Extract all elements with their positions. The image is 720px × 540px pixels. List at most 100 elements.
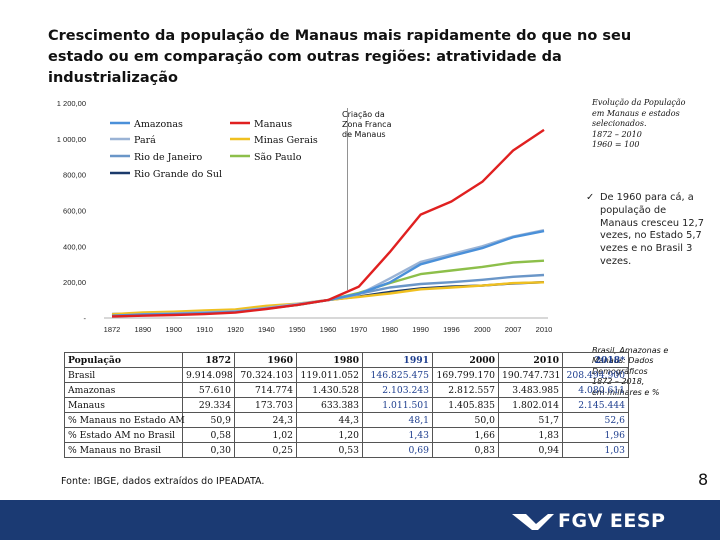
table-cell: 0,83 [432,442,499,458]
table-cell: 4.080.611 [562,382,629,398]
x-axis: 1872 1890 1900 1910 1920 1940 1950 1960 1970 1980… [104,325,553,334]
table-header-cell: 2000 [432,352,499,368]
table-cell: 44,3 [296,412,363,428]
creation-line: Zona Franca [342,120,392,129]
chart-series [111,128,545,318]
growth-bullet: ✓ De 1960 para cá, a população de Manaus… [586,192,706,269]
x-tick-label: 1960 [320,325,337,334]
chart-description-line: Evolução da População [592,98,686,107]
table-cell: 1.011.501 [362,397,433,413]
x-tick-label: 1950 [289,325,306,334]
y-axis: - 200,00 400,00 600,00 800,00 1 000,00 1 200,0… [57,99,87,323]
chart-description-line: em Manaus e estados [592,108,680,118]
series-line [111,229,545,318]
table-cell: 57.610 [182,382,235,398]
table-cell: 1,43 [362,427,433,443]
population-line-chart: - 200,00 400,00 600,00 800,00 1 000,00 1 200,0… [57,99,553,334]
x-tick-label: 1980 [381,325,398,334]
chart-description-line: 1872 – 2010 [592,129,642,139]
x-tick-label: 1990 [412,325,429,334]
table-cell: 2.103.243 [362,382,433,398]
table-cell: 9.914.098 [182,367,235,383]
series-line [111,259,545,318]
table-cell: 1.405.835 [432,397,499,413]
table-cell: 119.011.052 [296,367,363,383]
table-cell: 1,02 [234,427,297,443]
table-cell: % Estado AM no Brasil [64,427,183,443]
legend-label: Manaus [254,119,292,130]
fgv-logo-icon [512,514,554,530]
table-row: Manaus 29.334 173.703 633.383 1.011.501 1.405… [64,397,629,413]
table-row: Amazonas 57.610 714.774 1.430.528 2.103.243 2… [64,382,629,398]
series-line [111,281,545,316]
table-cell: Manaus [64,397,183,413]
y-tick-label: 200,00 [63,278,86,287]
table-header-cell: 1980 [296,352,363,368]
legend-label: Pará [134,135,156,146]
table-cell: 52,6 [562,412,629,428]
chart-description-line: selecionados. [592,119,647,129]
table-cell: 714.774 [234,382,297,398]
table-header-row: População 1872 1960 1980 1991 2000 2010 2018* [64,352,629,368]
creation-line: Criação da [342,110,385,119]
legend-label: São Paulo [254,152,302,163]
x-tick-label: 1940 [258,325,275,334]
table-cell: 0,30 [182,442,235,458]
table-cell: 50,0 [432,412,499,428]
y-tick-label: 800,00 [63,171,86,180]
table-row: % Manaus no Estado AM 50,9 24,3 44,3 48,1 50,… [64,412,629,428]
table-cell: 2.145.444 [562,397,629,413]
table-cell: 1.802.014 [498,397,563,413]
table-cell: 0,25 [234,442,297,458]
table-cell: 146.825.475 [362,367,433,383]
chart-description: Evolução da População em Manaus e estado… [592,98,702,151]
table-header-cell: 1991 [362,352,433,368]
table-cell: 1,96 [562,427,629,443]
table-cell: 1,03 [562,442,629,458]
table-cell: % Manaus no Estado AM [64,412,185,428]
legend-label: Rio de Janeiro [134,152,202,163]
table-cell: Brasil [64,367,183,383]
series-line [111,128,545,318]
table-row: % Estado AM no Brasil 0,58 1,02 1,20 1,43 1,6… [64,427,629,443]
footer-bar [0,500,720,540]
table-cell: 208.494.900 [562,367,629,383]
x-tick-label: 2010 [536,325,553,334]
x-tick-label: 2000 [474,325,491,334]
table-source: Fonte: IBGE, dados extraídos do IPEADATA… [61,476,265,487]
table-cell: 1,66 [432,427,499,443]
y-tick-label: 1 200,00 [57,99,86,108]
table-cell: 70.324.103 [234,367,297,383]
x-tick-label: 1920 [227,325,244,334]
table-row: % Manaus no Brasil 0,30 0,25 0,53 0,69 0,83 0,… [64,442,629,458]
page-number: 8 [698,470,709,489]
table-cell: 633.383 [296,397,363,413]
legend-label: Rio Grande do Sul [134,169,222,180]
x-tick-label: 1900 [165,325,182,334]
table-cell: 0,58 [182,427,235,443]
table-cell: 173.703 [234,397,297,413]
table-cell: 0,94 [498,442,563,458]
table-description-line: Brasil, Amazonas e [592,346,669,355]
table-cell: 2.812.557 [432,382,499,398]
table-header-cell: 2018* [562,352,629,368]
table-cell: 51,7 [498,412,563,428]
table-cell: 48,1 [362,412,433,428]
x-tick-label: 1872 [104,325,121,334]
table-header-cell: População [64,352,183,368]
table-cell: 190.747.731 [498,367,563,383]
growth-bullet-text: De 1960 para cá, a população de Manaus c… [600,192,704,267]
page-title: Crescimento da população de Manaus mais … [48,28,632,86]
table-cell: 0,53 [296,442,363,458]
table-row: Brasil 9.914.098 70.324.103 119.011.052 146.… [64,367,629,383]
table-cell: Amazonas [64,382,183,398]
x-tick-label: 1890 [135,325,152,334]
chart-description-line: 1960 = 100 [592,140,640,150]
series-line [111,229,545,317]
table-header-cell: 2010 [498,352,563,368]
y-tick-label: 400,00 [63,242,86,251]
legend-label: Amazonas [133,119,183,130]
table-header-cell: 1960 [234,352,297,368]
logo-text: FGV EESP [558,510,666,532]
checkmark-icon: ✓ [586,192,595,203]
